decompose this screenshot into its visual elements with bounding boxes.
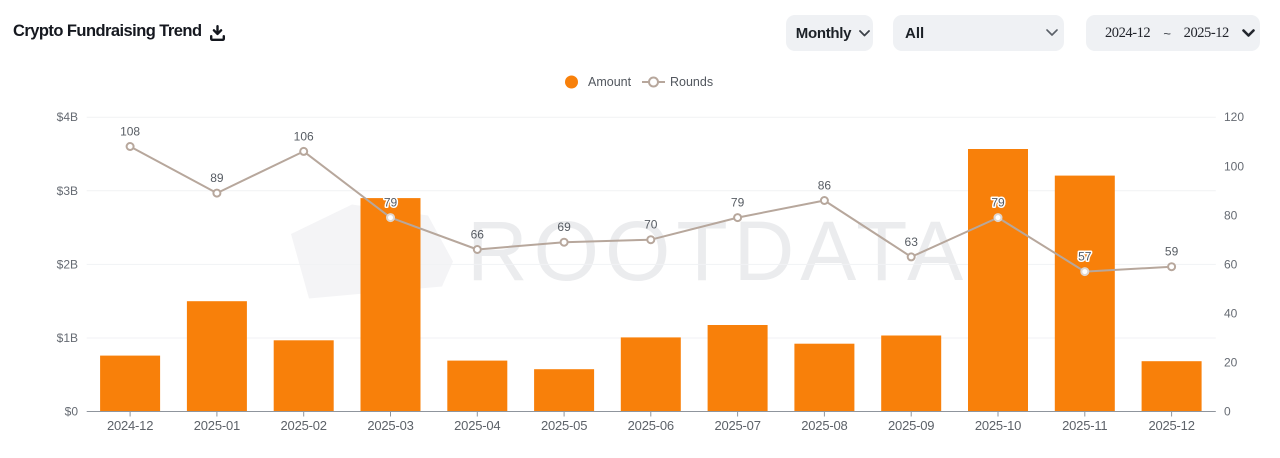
svg-text:2025-11: 2025-11 xyxy=(1062,418,1107,433)
svg-text:79: 79 xyxy=(991,196,1005,210)
svg-text:ROOTDATA: ROOTDATA xyxy=(467,204,969,298)
svg-text:2025-07: 2025-07 xyxy=(714,418,760,433)
svg-text:108: 108 xyxy=(120,125,140,139)
svg-text:Amount: Amount xyxy=(588,75,632,89)
svg-text:2024-12: 2024-12 xyxy=(107,418,153,433)
svg-text:86: 86 xyxy=(818,179,832,193)
svg-text:2025-08: 2025-08 xyxy=(801,418,847,433)
svg-text:2025-04: 2025-04 xyxy=(454,418,500,433)
svg-text:Rounds: Rounds xyxy=(670,75,713,89)
svg-text:$2B: $2B xyxy=(57,257,78,271)
svg-text:0: 0 xyxy=(1224,405,1231,419)
svg-text:2025-09: 2025-09 xyxy=(888,418,934,433)
svg-text:80: 80 xyxy=(1224,208,1238,222)
svg-text:2025-12: 2025-12 xyxy=(1148,418,1194,433)
svg-text:2025-05: 2025-05 xyxy=(541,418,587,433)
svg-text:120: 120 xyxy=(1224,110,1244,124)
svg-text:$4B: $4B xyxy=(57,110,78,124)
svg-text:60: 60 xyxy=(1224,257,1238,271)
svg-text:66: 66 xyxy=(471,228,485,242)
svg-text:63: 63 xyxy=(905,235,919,249)
svg-text:20: 20 xyxy=(1224,356,1238,370)
svg-text:$0: $0 xyxy=(65,405,79,419)
svg-text:100: 100 xyxy=(1224,159,1244,173)
svg-text:70: 70 xyxy=(644,218,658,232)
svg-text:2025-02: 2025-02 xyxy=(281,418,327,433)
svg-text:106: 106 xyxy=(294,129,314,143)
svg-text:69: 69 xyxy=(557,220,571,234)
svg-text:40: 40 xyxy=(1224,306,1238,320)
svg-text:2025-03: 2025-03 xyxy=(367,418,413,433)
svg-text:$3B: $3B xyxy=(57,184,78,198)
svg-text:89: 89 xyxy=(210,171,224,185)
svg-text:$1B: $1B xyxy=(57,331,78,345)
svg-text:57: 57 xyxy=(1078,250,1092,264)
svg-text:2025-10: 2025-10 xyxy=(975,418,1021,433)
svg-text:79: 79 xyxy=(731,196,745,210)
svg-text:79: 79 xyxy=(384,196,398,210)
svg-text:2025-01: 2025-01 xyxy=(194,418,240,433)
svg-text:2025-06: 2025-06 xyxy=(628,418,674,433)
svg-text:59: 59 xyxy=(1165,245,1179,259)
